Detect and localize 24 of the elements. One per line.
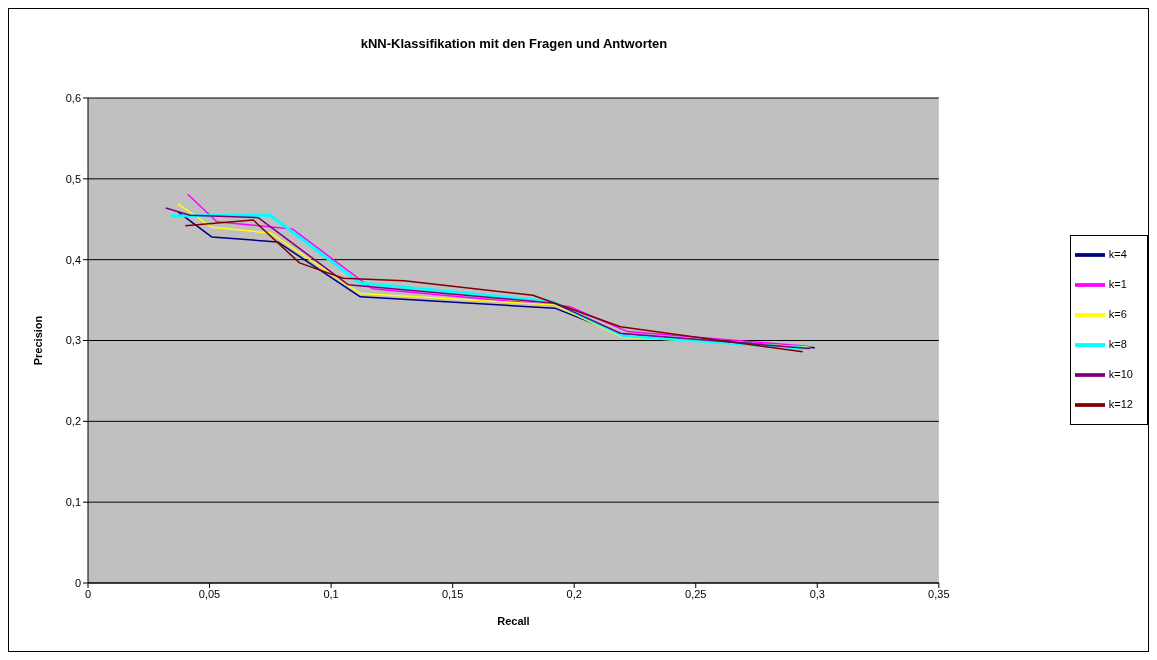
x-tick-label: 0 bbox=[84, 587, 92, 600]
legend-label: k=10 bbox=[1108, 367, 1133, 380]
y-tick-label: 0,4 bbox=[65, 253, 81, 266]
y-tick-label: 0,5 bbox=[65, 172, 81, 185]
x-tick-label: 0,2 bbox=[566, 587, 582, 600]
legend-label: k=12 bbox=[1108, 397, 1133, 410]
y-axis-title: Precision bbox=[31, 315, 44, 366]
x-tick-label: 0,25 bbox=[685, 587, 707, 600]
x-tick-label: 0,15 bbox=[441, 587, 464, 600]
y-tick-label: 0,2 bbox=[65, 415, 81, 428]
y-tick-label: 0,1 bbox=[65, 496, 81, 509]
x-tick-label: 0,35 bbox=[928, 587, 950, 600]
x-tick-label: 0,3 bbox=[809, 587, 825, 600]
legend-label: k=1 bbox=[1108, 277, 1127, 290]
chart-title: kNN-Klassifikation mit den Fragen und Antworten bbox=[359, 36, 669, 51]
legend-label: k=4 bbox=[1108, 247, 1127, 260]
x-tick-label: 0,1 bbox=[323, 587, 339, 600]
y-tick-label: 0,6 bbox=[65, 91, 81, 104]
y-tick-label: 0 bbox=[74, 576, 81, 589]
y-tick-label: 0,3 bbox=[65, 334, 81, 347]
x-axis-title: Recall bbox=[497, 615, 530, 627]
x-tick-label: 0,05 bbox=[198, 587, 221, 600]
legend-label: k=8 bbox=[1108, 337, 1127, 350]
legend-label: k=6 bbox=[1108, 307, 1127, 320]
